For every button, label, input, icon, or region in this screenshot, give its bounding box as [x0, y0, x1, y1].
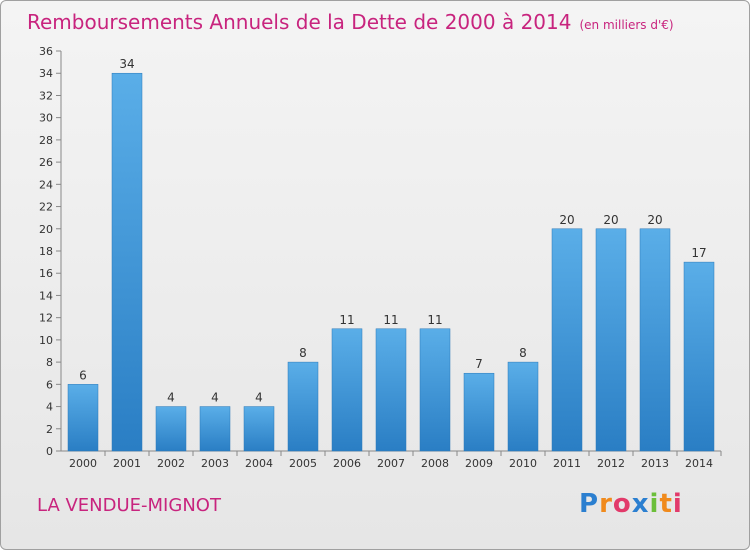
x-tick-label: 2013: [641, 457, 669, 470]
x-tick-label: 2006: [333, 457, 361, 470]
bar-2005: [287, 361, 319, 452]
y-tick-label: 22: [39, 201, 53, 214]
y-tick-label: 12: [39, 312, 53, 325]
commune-name: LA VENDUE-MIGNOT: [37, 495, 221, 516]
y-tick-label: 28: [39, 134, 53, 147]
bar-2004: [243, 406, 275, 452]
bar-value-label: 11: [427, 313, 442, 327]
y-tick-label: 4: [46, 401, 53, 414]
bar-2014: [683, 261, 715, 452]
y-tick-label: 8: [46, 356, 53, 369]
bar-2001: [111, 72, 143, 452]
bar-2011: [551, 228, 583, 452]
x-tick-label: 2008: [421, 457, 449, 470]
bar-2010: [507, 361, 539, 452]
bar-value-label: 4: [211, 391, 219, 405]
x-tick-label: 2014: [685, 457, 713, 470]
bar-value-label: 8: [519, 346, 527, 360]
bar-value-label: 20: [559, 213, 574, 227]
x-tick-label: 2007: [377, 457, 405, 470]
x-tick-label: 2011: [553, 457, 581, 470]
bar-value-label: 17: [691, 246, 706, 260]
y-tick-label: 32: [39, 89, 53, 102]
x-tick-label: 2010: [509, 457, 537, 470]
y-tick-label: 10: [39, 334, 53, 347]
y-tick-label: 26: [39, 156, 53, 169]
bar-2002: [155, 406, 187, 452]
y-tick-label: 34: [39, 67, 53, 80]
bar-2006: [331, 328, 363, 452]
bar-value-label: 11: [383, 313, 398, 327]
y-tick-label: 30: [39, 112, 53, 125]
bar-2013: [639, 228, 671, 452]
bar-2003: [199, 406, 231, 452]
bar-2000: [67, 384, 99, 452]
y-tick-label: 0: [46, 445, 53, 458]
x-tick-label: 2005: [289, 457, 317, 470]
bar-value-label: 6: [79, 368, 87, 382]
bar-value-label: 34: [119, 57, 134, 71]
bar-value-label: 20: [647, 213, 662, 227]
bar-value-label: 4: [255, 391, 263, 405]
x-tick-label: 2002: [157, 457, 185, 470]
y-tick-label: 16: [39, 267, 53, 280]
y-tick-label: 14: [39, 289, 53, 302]
x-tick-label: 2003: [201, 457, 229, 470]
bar-value-label: 11: [339, 313, 354, 327]
chart-title-unit: (en milliers d'€): [579, 18, 674, 32]
bar-value-label: 7: [475, 357, 483, 371]
chart-title-main: Remboursements Annuels de la Dette de 20…: [27, 10, 572, 34]
bar-2007: [375, 328, 407, 452]
y-tick-label: 18: [39, 245, 53, 258]
x-tick-label: 2004: [245, 457, 273, 470]
bar-2009: [463, 372, 495, 452]
x-tick-label: 2001: [113, 457, 141, 470]
proxiti-logo: Proxiti: [579, 489, 683, 519]
x-tick-label: 2009: [465, 457, 493, 470]
x-tick-label: 2012: [597, 457, 625, 470]
y-tick-label: 20: [39, 223, 53, 236]
x-tick-label: 2000: [69, 457, 97, 470]
y-tick-label: 2: [46, 423, 53, 436]
bar-value-label: 20: [603, 213, 618, 227]
y-tick-label: 36: [39, 45, 53, 58]
bar-value-label: 8: [299, 346, 307, 360]
chart-title: Remboursements Annuels de la Dette de 20…: [27, 7, 674, 37]
y-tick-label: 24: [39, 178, 53, 191]
y-tick-label: 6: [46, 378, 53, 391]
bar-2012: [595, 228, 627, 452]
bar-value-label: 4: [167, 391, 175, 405]
bar-2008: [419, 328, 451, 452]
